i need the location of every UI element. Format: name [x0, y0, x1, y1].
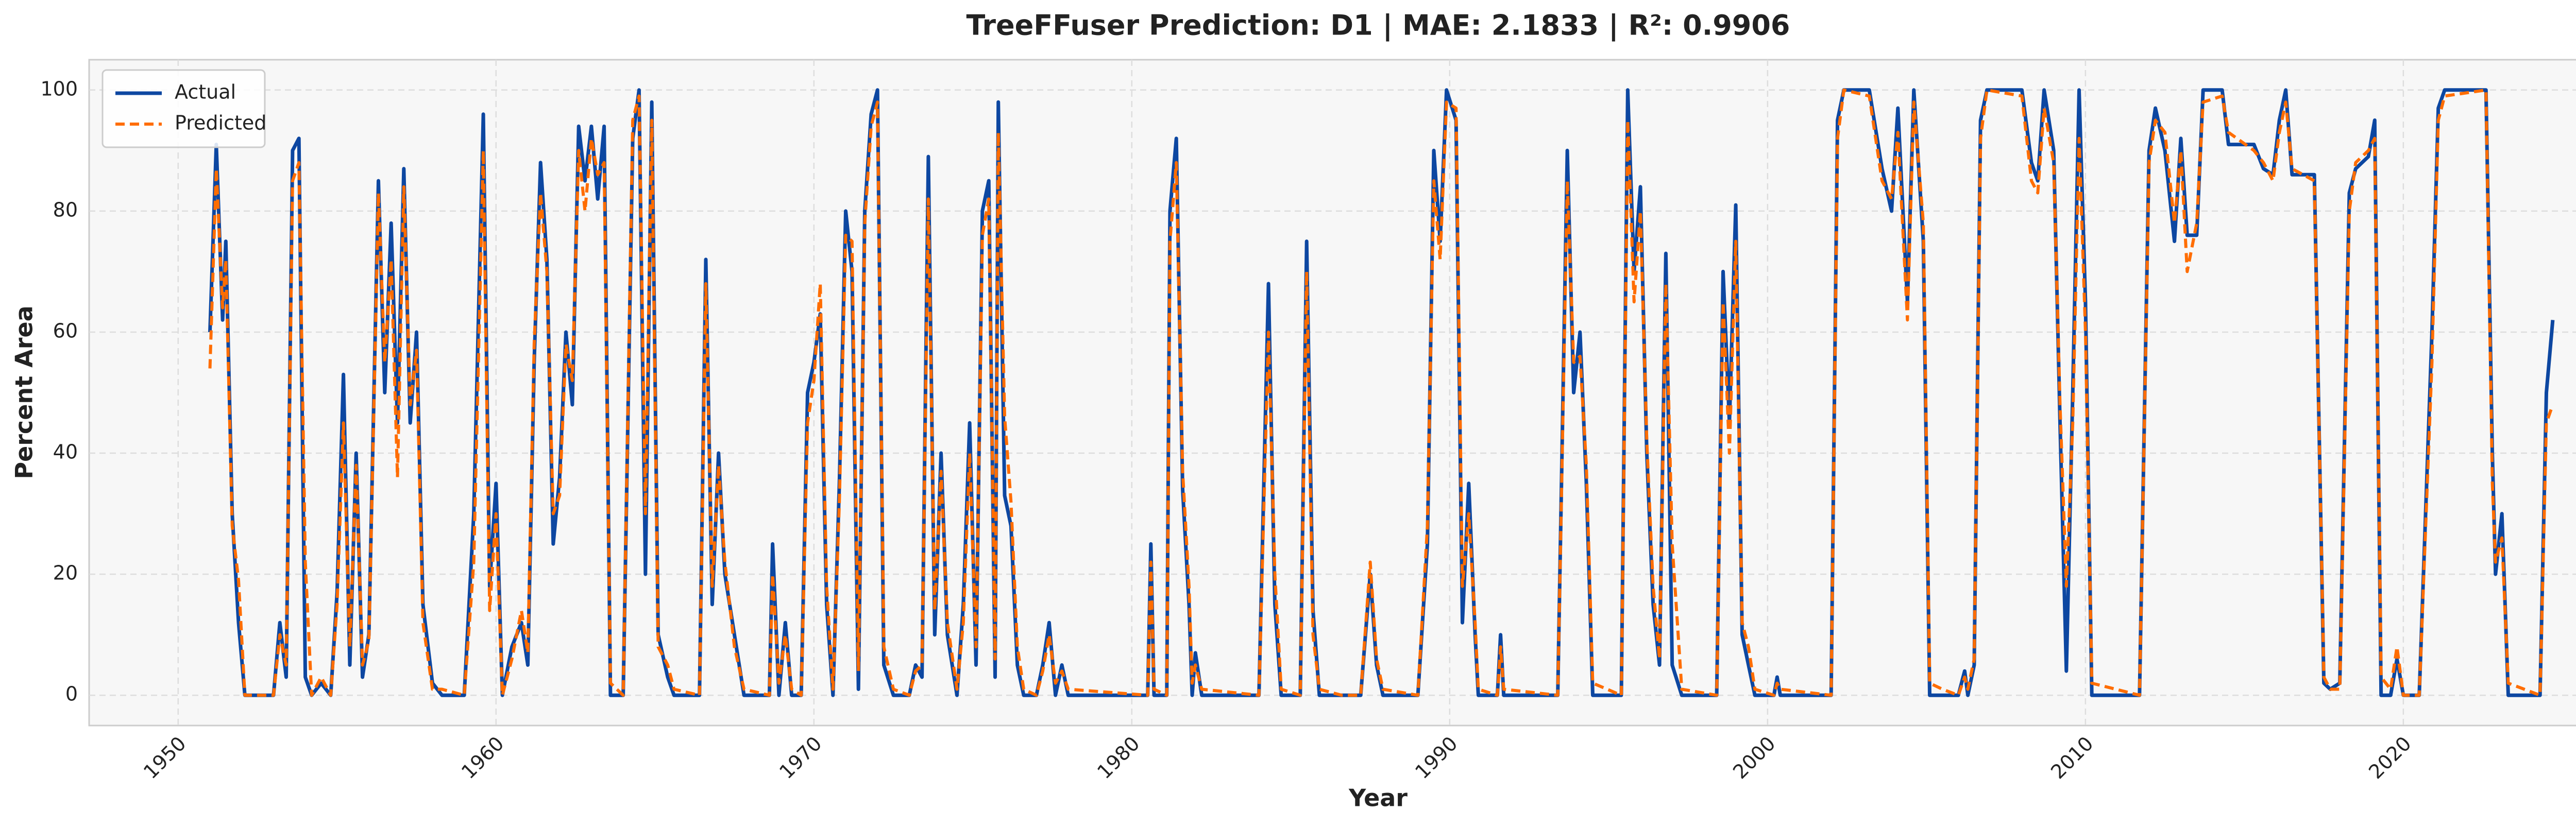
legend-box: [101, 69, 266, 148]
plot-area: [88, 59, 2576, 727]
x-tick-label: 2020: [2364, 732, 2416, 784]
y-tick-label: 20: [53, 562, 78, 584]
legend-label: Predicted: [175, 112, 266, 134]
legend-label: Actual: [175, 81, 236, 104]
x-tick-label: 1950: [139, 732, 191, 784]
y-tick-label: 0: [65, 683, 78, 705]
x-tick-label: 1970: [775, 732, 826, 784]
x-tick-label: 1980: [1093, 732, 1144, 784]
y-tick-label: 80: [53, 198, 78, 221]
lines: [208, 88, 2555, 697]
y-axis-label: Percent Area: [10, 305, 38, 479]
y-tick-label: 60: [53, 319, 78, 342]
y-tick-label: 40: [53, 441, 78, 463]
chart-title: TreeFFuser Prediction: D1 | MAE: 2.1833 …: [966, 9, 1790, 42]
y-tick-label: 100: [40, 77, 78, 100]
x-tick-label: 2000: [1728, 732, 1780, 784]
series-line: [208, 88, 2554, 697]
x-tick-label: 1960: [457, 732, 509, 784]
x-tick-label: 2010: [2046, 732, 2098, 784]
x-axis-label: Year: [1348, 784, 1408, 812]
x-tick-label: 1990: [1411, 732, 1462, 784]
legend: Actual Predicted: [101, 69, 266, 148]
